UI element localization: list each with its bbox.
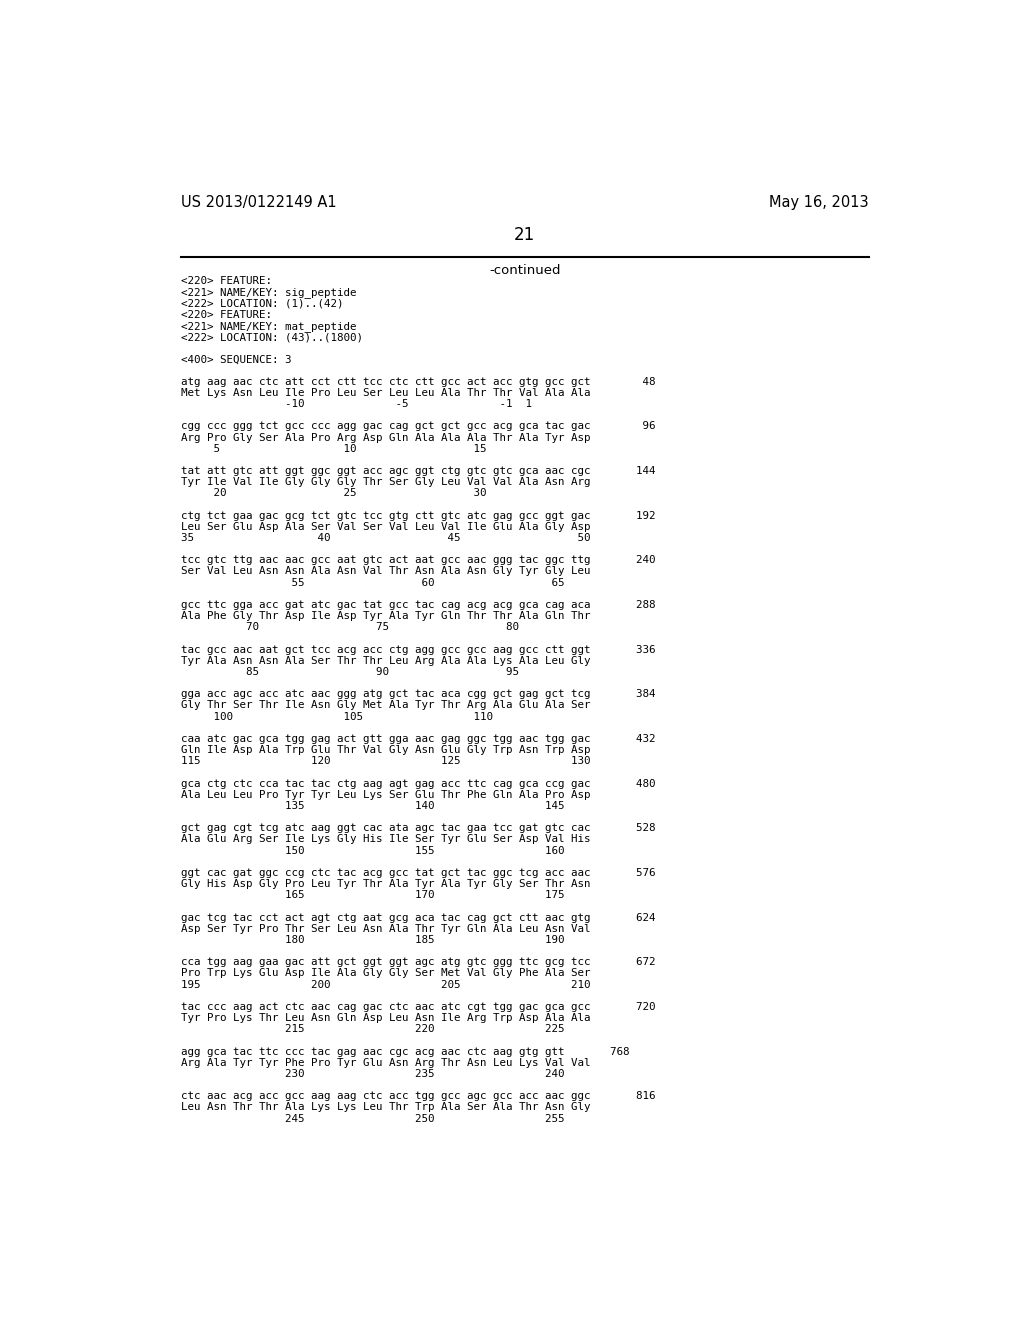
Text: Ala Leu Leu Pro Tyr Tyr Leu Lys Ser Glu Thr Phe Gln Ala Pro Asp: Ala Leu Leu Pro Tyr Tyr Leu Lys Ser Glu … xyxy=(180,789,590,800)
Text: 70                  75                  80: 70 75 80 xyxy=(180,622,519,632)
Text: Asp Ser Tyr Pro Thr Ser Leu Asn Ala Thr Tyr Gln Ala Leu Asn Val: Asp Ser Tyr Pro Thr Ser Leu Asn Ala Thr … xyxy=(180,924,590,933)
Text: Tyr Ala Asn Asn Ala Ser Thr Thr Leu Arg Ala Ala Lys Ala Leu Gly: Tyr Ala Asn Asn Ala Ser Thr Thr Leu Arg … xyxy=(180,656,590,665)
Text: 180                 185                 190: 180 185 190 xyxy=(180,935,564,945)
Text: 115                 120                 125                 130: 115 120 125 130 xyxy=(180,756,590,767)
Text: cgg ccc ggg tct gcc ccc agg gac cag gct gct gcc acg gca tac gac        96: cgg ccc ggg tct gcc ccc agg gac cag gct … xyxy=(180,421,655,432)
Text: 195                 200                 205                 210: 195 200 205 210 xyxy=(180,979,590,990)
Text: gca ctg ctc cca tac tac ctg aag agt gag acc ttc cag gca ccg gac       480: gca ctg ctc cca tac tac ctg aag agt gag … xyxy=(180,779,655,788)
Text: ggt cac gat ggc ccg ctc tac acg gcc tat gct tac ggc tcg acc aac       576: ggt cac gat ggc ccg ctc tac acg gcc tat … xyxy=(180,869,655,878)
Text: tac gcc aac aat gct tcc acg acc ctg agg gcc gcc aag gcc ctt ggt       336: tac gcc aac aat gct tcc acg acc ctg agg … xyxy=(180,644,655,655)
Text: Ser Val Leu Asn Asn Ala Asn Val Thr Asn Ala Asn Gly Tyr Gly Leu: Ser Val Leu Asn Asn Ala Asn Val Thr Asn … xyxy=(180,566,590,577)
Text: US 2013/0122149 A1: US 2013/0122149 A1 xyxy=(180,195,336,210)
Text: <220> FEATURE:: <220> FEATURE: xyxy=(180,310,271,319)
Text: 150                 155                 160: 150 155 160 xyxy=(180,846,564,855)
Text: gac tcg tac cct act agt ctg aat gcg aca tac cag gct ctt aac gtg       624: gac tcg tac cct act agt ctg aat gcg aca … xyxy=(180,912,655,923)
Text: Arg Ala Tyr Tyr Phe Pro Tyr Glu Asn Arg Thr Asn Leu Lys Val Val: Arg Ala Tyr Tyr Phe Pro Tyr Glu Asn Arg … xyxy=(180,1057,590,1068)
Text: gct gag cgt tcg atc aag ggt cac ata agc tac gaa tcc gat gtc cac       528: gct gag cgt tcg atc aag ggt cac ata agc … xyxy=(180,824,655,833)
Text: 35                   40                  45                  50: 35 40 45 50 xyxy=(180,533,590,543)
Text: ctg tct gaa gac gcg tct gtc tcc gtg ctt gtc atc gag gcc ggt gac       192: ctg tct gaa gac gcg tct gtc tcc gtg ctt … xyxy=(180,511,655,520)
Text: gga acc agc acc atc aac ggg atg gct tac aca cgg gct gag gct tcg       384: gga acc agc acc atc aac ggg atg gct tac … xyxy=(180,689,655,700)
Text: Arg Pro Gly Ser Ala Pro Arg Asp Gln Ala Ala Ala Thr Ala Tyr Asp: Arg Pro Gly Ser Ala Pro Arg Asp Gln Ala … xyxy=(180,433,590,442)
Text: Tyr Ile Val Ile Gly Gly Gly Thr Ser Gly Leu Val Val Ala Asn Arg: Tyr Ile Val Ile Gly Gly Gly Thr Ser Gly … xyxy=(180,478,590,487)
Text: Ala Glu Arg Ser Ile Lys Gly His Ile Ser Tyr Glu Ser Asp Val His: Ala Glu Arg Ser Ile Lys Gly His Ile Ser … xyxy=(180,834,590,845)
Text: Tyr Pro Lys Thr Leu Asn Gln Asp Leu Asn Ile Arg Trp Asp Ala Ala: Tyr Pro Lys Thr Leu Asn Gln Asp Leu Asn … xyxy=(180,1014,590,1023)
Text: tac ccc aag act ctc aac cag gac ctc aac atc cgt tgg gac gca gcc       720: tac ccc aag act ctc aac cag gac ctc aac … xyxy=(180,1002,655,1012)
Text: caa atc gac gca tgg gag act gtt gga aac gag ggc tgg aac tgg gac       432: caa atc gac gca tgg gag act gtt gga aac … xyxy=(180,734,655,744)
Text: Gly His Asp Gly Pro Leu Tyr Thr Ala Tyr Ala Tyr Gly Ser Thr Asn: Gly His Asp Gly Pro Leu Tyr Thr Ala Tyr … xyxy=(180,879,590,890)
Text: <220> FEATURE:: <220> FEATURE: xyxy=(180,276,271,286)
Text: gcc ttc gga acc gat atc gac tat gcc tac cag acg acg gca cag aca       288: gcc ttc gga acc gat atc gac tat gcc tac … xyxy=(180,601,655,610)
Text: 165                 170                 175: 165 170 175 xyxy=(180,890,564,900)
Text: 20                  25                  30: 20 25 30 xyxy=(180,488,486,499)
Text: Pro Trp Lys Glu Asp Ile Ala Gly Gly Ser Met Val Gly Phe Ala Ser: Pro Trp Lys Glu Asp Ile Ala Gly Gly Ser … xyxy=(180,969,590,978)
Text: Ala Phe Gly Thr Asp Ile Asp Tyr Ala Tyr Gln Thr Thr Ala Gln Thr: Ala Phe Gly Thr Asp Ile Asp Tyr Ala Tyr … xyxy=(180,611,590,622)
Text: May 16, 2013: May 16, 2013 xyxy=(769,195,869,210)
Text: 135                 140                 145: 135 140 145 xyxy=(180,801,564,810)
Text: 55                  60                  65: 55 60 65 xyxy=(180,578,564,587)
Text: <221> NAME/KEY: mat_peptide: <221> NAME/KEY: mat_peptide xyxy=(180,321,356,331)
Text: Leu Ser Glu Asp Ala Ser Val Ser Val Leu Val Ile Glu Ala Gly Asp: Leu Ser Glu Asp Ala Ser Val Ser Val Leu … xyxy=(180,521,590,532)
Text: 230                 235                 240: 230 235 240 xyxy=(180,1069,564,1078)
Text: <221> NAME/KEY: sig_peptide: <221> NAME/KEY: sig_peptide xyxy=(180,288,356,298)
Text: cca tgg aag gaa gac att gct ggt ggt agc atg gtc ggg ttc gcg tcc       672: cca tgg aag gaa gac att gct ggt ggt agc … xyxy=(180,957,655,968)
Text: Gln Ile Asp Ala Trp Glu Thr Val Gly Asn Glu Gly Trp Asn Trp Asp: Gln Ile Asp Ala Trp Glu Thr Val Gly Asn … xyxy=(180,744,590,755)
Text: agg gca tac ttc ccc tac gag aac cgc acg aac ctc aag gtg gtt       768: agg gca tac ttc ccc tac gag aac cgc acg … xyxy=(180,1047,629,1056)
Text: tat att gtc att ggt ggc ggt acc agc ggt ctg gtc gtc gca aac cgc       144: tat att gtc att ggt ggc ggt acc agc ggt … xyxy=(180,466,655,477)
Text: <222> LOCATION: (43)..(1800): <222> LOCATION: (43)..(1800) xyxy=(180,333,362,342)
Text: 100                 105                 110: 100 105 110 xyxy=(180,711,493,722)
Text: Met Lys Asn Leu Ile Pro Leu Ser Leu Leu Ala Thr Thr Val Ala Ala: Met Lys Asn Leu Ile Pro Leu Ser Leu Leu … xyxy=(180,388,590,397)
Text: <400> SEQUENCE: 3: <400> SEQUENCE: 3 xyxy=(180,354,291,364)
Text: 5                   10                  15: 5 10 15 xyxy=(180,444,486,454)
Text: -10              -5              -1  1: -10 -5 -1 1 xyxy=(180,399,531,409)
Text: -continued: -continued xyxy=(489,264,560,277)
Text: 21: 21 xyxy=(514,226,536,244)
Text: atg aag aac ctc att cct ctt tcc ctc ctt gcc act acc gtg gcc gct        48: atg aag aac ctc att cct ctt tcc ctc ctt … xyxy=(180,376,655,387)
Text: Leu Asn Thr Thr Ala Lys Lys Leu Thr Trp Ala Ser Ala Thr Asn Gly: Leu Asn Thr Thr Ala Lys Lys Leu Thr Trp … xyxy=(180,1102,590,1113)
Text: Gly Thr Ser Thr Ile Asn Gly Met Ala Tyr Thr Arg Ala Glu Ala Ser: Gly Thr Ser Thr Ile Asn Gly Met Ala Tyr … xyxy=(180,701,590,710)
Text: <222> LOCATION: (1)..(42): <222> LOCATION: (1)..(42) xyxy=(180,298,343,309)
Text: ctc aac acg acc gcc aag aag ctc acc tgg gcc agc gcc acc aac ggc       816: ctc aac acg acc gcc aag aag ctc acc tgg … xyxy=(180,1092,655,1101)
Text: 215                 220                 225: 215 220 225 xyxy=(180,1024,564,1035)
Text: tcc gtc ttg aac aac gcc aat gtc act aat gcc aac ggg tac ggc ttg       240: tcc gtc ttg aac aac gcc aat gtc act aat … xyxy=(180,556,655,565)
Text: 85                  90                  95: 85 90 95 xyxy=(180,667,519,677)
Text: 245                 250                 255: 245 250 255 xyxy=(180,1114,564,1123)
